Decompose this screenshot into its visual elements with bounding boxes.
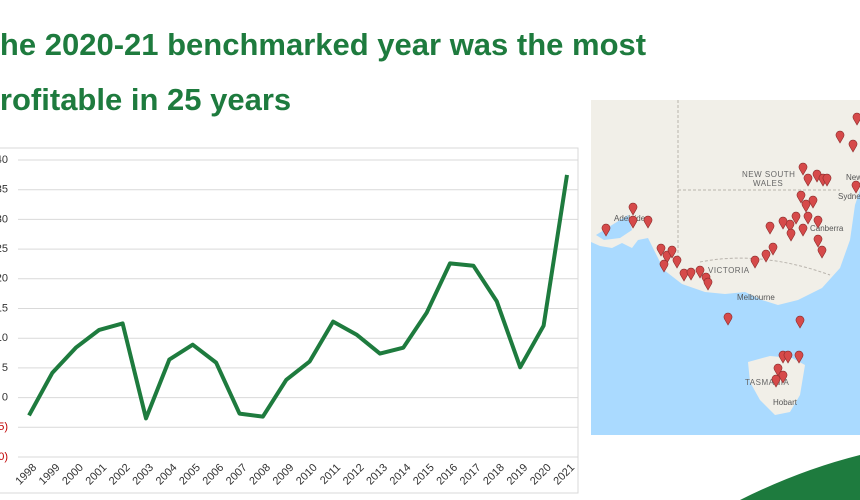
map-pin	[813, 215, 823, 229]
mainland	[591, 100, 860, 305]
map-pin	[791, 211, 801, 225]
title-line: The 2020-21 benchmarked year was the mos…	[0, 27, 646, 62]
map-pin	[695, 265, 705, 279]
map-label: TASMANIA	[745, 378, 789, 387]
map-pin	[801, 199, 811, 213]
map-pin	[659, 259, 669, 273]
map-pin	[798, 162, 808, 176]
y-tick-label: 40	[0, 154, 8, 166]
map-pin	[628, 202, 638, 216]
map-pin	[803, 211, 813, 225]
map-pin	[794, 350, 804, 364]
map-label: Canberra	[810, 224, 844, 233]
map-pin	[761, 249, 771, 263]
map-pin	[667, 245, 677, 259]
y-tick-label: 35	[0, 184, 8, 196]
map-pin	[798, 223, 808, 237]
map-pin	[765, 221, 775, 235]
map-pin	[778, 216, 788, 230]
map-pin	[808, 195, 818, 209]
map-label: WALES	[753, 179, 783, 188]
map-pin	[783, 350, 793, 364]
y-tick-label: 20	[0, 273, 8, 285]
y-tick-label: 30	[0, 213, 8, 225]
map-pin	[643, 215, 653, 229]
y-tick-label: 10	[0, 332, 8, 344]
map-pin	[852, 112, 860, 126]
map-label: VICTORIA	[708, 266, 750, 275]
swoosh	[740, 455, 860, 500]
map-pin	[796, 190, 806, 204]
map: NEW SOUTH WALES VICTORIA Melbourne Adela…	[591, 100, 860, 435]
map-pin	[822, 173, 832, 187]
chart-frame	[0, 147, 579, 494]
map-pin	[768, 242, 778, 256]
y-tick-label: 5	[2, 362, 8, 374]
map-pin	[786, 228, 796, 242]
map-pin	[628, 215, 638, 229]
y-tick-label: 25	[0, 243, 8, 255]
y-tick-label: (10)	[0, 451, 8, 463]
map-pin	[817, 245, 827, 259]
map-pin	[601, 223, 611, 237]
map-label: Sydney	[838, 192, 860, 201]
map-pin	[848, 139, 858, 153]
map-pin	[771, 374, 781, 388]
map-pin	[750, 255, 760, 269]
map-label: NEW SOUTH	[742, 170, 795, 179]
map-pin	[703, 277, 713, 291]
y-tick-label: 0	[2, 392, 8, 404]
map-label: Hobart	[773, 398, 798, 407]
map-label: Newcastle	[846, 173, 860, 182]
map-pin	[656, 243, 666, 257]
map-pin	[785, 219, 795, 233]
map-pin	[803, 173, 813, 187]
map-pin	[813, 234, 823, 248]
map-pin	[795, 315, 805, 329]
data-line	[27, 174, 569, 421]
map-label: Melbourne	[737, 293, 775, 302]
title-line: profitable in 25 years	[0, 82, 291, 117]
map-pin	[835, 130, 845, 144]
state-border	[677, 100, 840, 276]
y-tick-label: 15	[0, 302, 8, 314]
y-tick-label: (5)	[0, 421, 8, 433]
map-pin	[672, 255, 682, 269]
pins	[601, 112, 860, 388]
map-pin	[662, 250, 672, 264]
map-pin	[686, 267, 696, 281]
map-pin	[773, 363, 783, 377]
map-pin	[723, 312, 733, 326]
